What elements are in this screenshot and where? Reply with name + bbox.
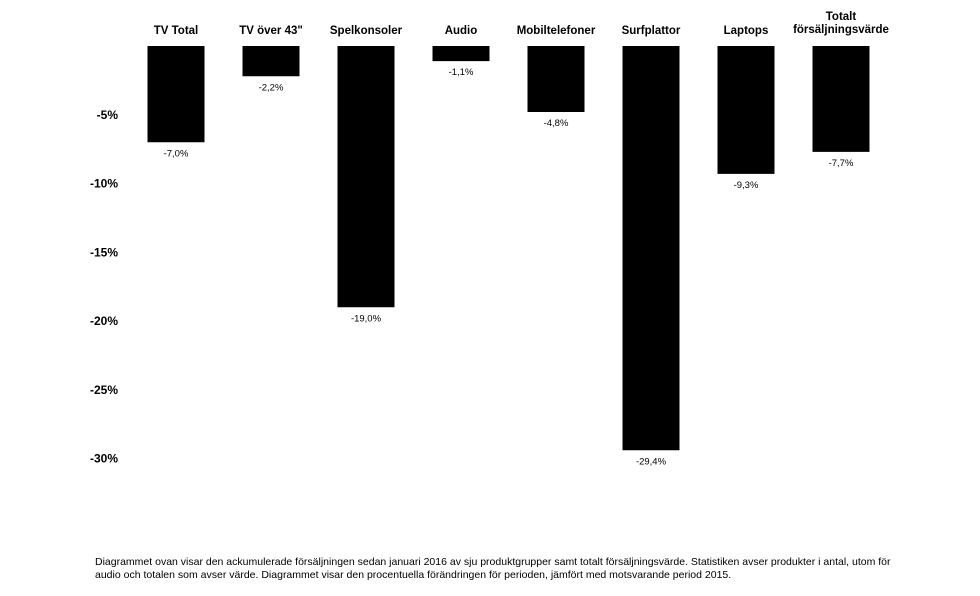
data-label: -9,3% <box>734 180 759 191</box>
bar-chart: -5% -10% -15% -20% -25% -30% TV Total -7,0% TV ö… <box>90 11 889 467</box>
category-label: Audio <box>445 25 478 37</box>
y-tick-label: -20% <box>90 314 118 328</box>
y-tick-label: -25% <box>90 383 118 397</box>
y-tick-label: -15% <box>90 245 118 259</box>
category-label: försäljningsvärde <box>793 24 889 36</box>
data-label: -2,2% <box>259 82 284 93</box>
data-label: -7,7% <box>829 158 854 169</box>
chart-caption: Diagrammet ovan visar den ackumulerade f… <box>95 556 891 581</box>
data-label: -29,4% <box>636 456 667 467</box>
bar <box>622 46 680 451</box>
data-label: -4,8% <box>544 118 569 129</box>
bar <box>717 46 775 174</box>
category-label: Mobiltelefoner <box>517 25 596 37</box>
data-label: -1,1% <box>449 67 474 78</box>
y-tick-label: -30% <box>90 452 118 466</box>
category-label: Totalt <box>826 11 857 23</box>
data-label: -19,0% <box>351 313 382 324</box>
data-label: -7,0% <box>164 148 189 159</box>
bar <box>432 46 490 62</box>
bar <box>147 46 205 143</box>
bar <box>527 46 585 112</box>
category-label: TV Total <box>154 25 199 37</box>
y-tick-label: -10% <box>90 177 118 191</box>
bar <box>812 46 870 152</box>
category-label: TV över 43" <box>239 25 303 37</box>
y-tick-label: -5% <box>97 108 119 122</box>
bar <box>337 46 395 308</box>
category-label: Laptops <box>724 25 769 37</box>
category-label: Spelkonsoler <box>330 25 403 37</box>
bar <box>242 46 300 77</box>
category-label: Surfplattor <box>622 25 681 37</box>
